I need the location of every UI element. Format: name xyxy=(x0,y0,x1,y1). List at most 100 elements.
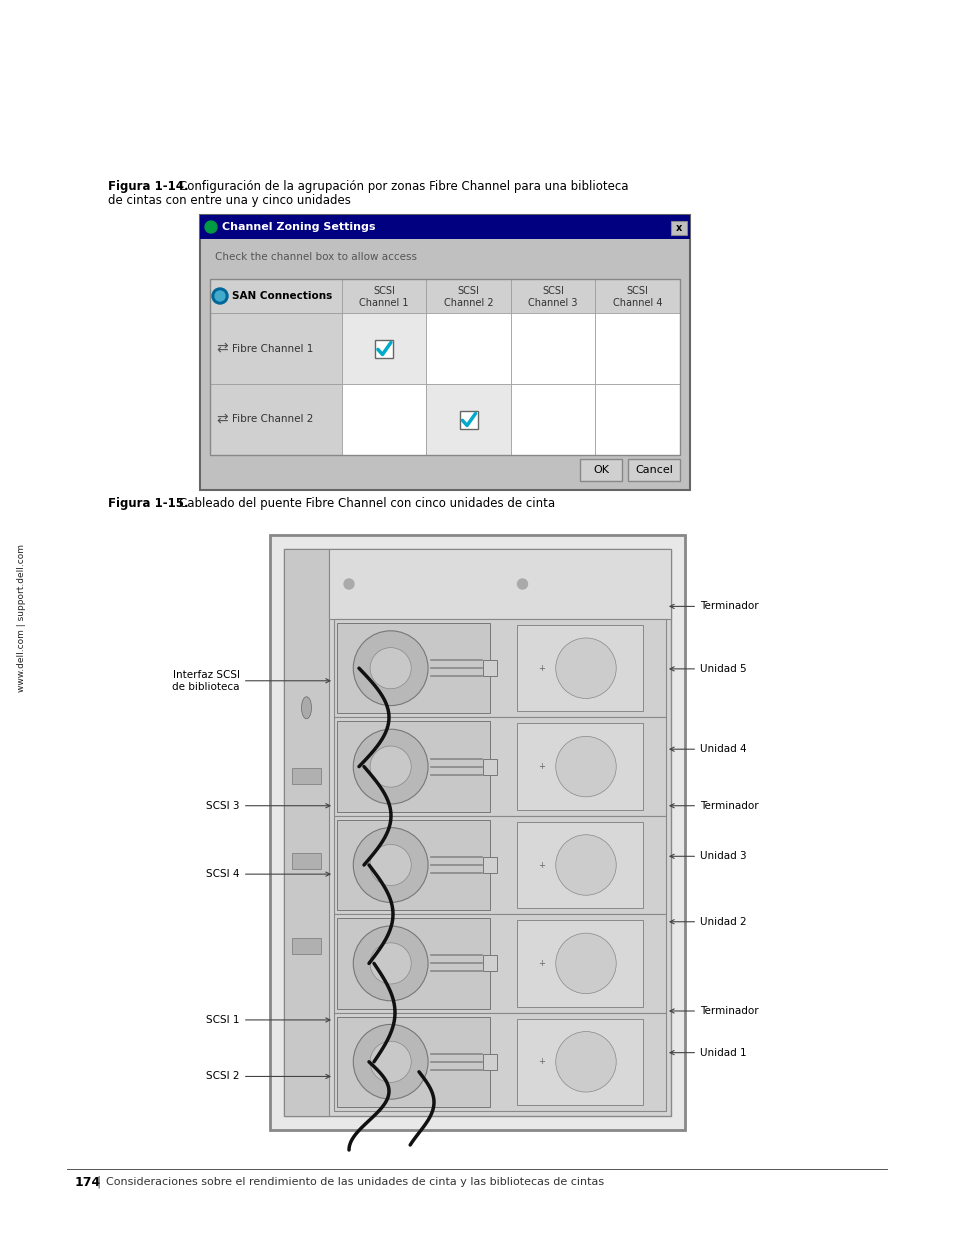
Text: Terminador: Terminador xyxy=(669,800,758,810)
Text: SCSI: SCSI xyxy=(373,287,395,296)
Bar xyxy=(334,718,665,816)
Bar xyxy=(375,340,393,357)
Bar xyxy=(336,918,490,1009)
Text: +: + xyxy=(537,958,545,968)
Bar xyxy=(517,1019,642,1105)
Bar xyxy=(341,384,426,454)
Bar xyxy=(510,279,595,312)
Text: Figura 1-14.: Figura 1-14. xyxy=(108,180,189,193)
Bar xyxy=(426,312,510,384)
Text: SCSI: SCSI xyxy=(626,287,648,296)
Text: +: + xyxy=(537,861,545,869)
Text: 174: 174 xyxy=(75,1176,101,1188)
Text: Channel Zoning Settings: Channel Zoning Settings xyxy=(222,222,375,232)
Circle shape xyxy=(556,638,616,699)
Text: Unidad 4: Unidad 4 xyxy=(669,745,746,755)
Text: Terminador: Terminador xyxy=(669,601,758,611)
Text: Interfaz SCSI
de biblioteca: Interfaz SCSI de biblioteca xyxy=(172,669,330,692)
Bar xyxy=(210,279,679,312)
Bar xyxy=(334,914,665,1013)
Bar xyxy=(329,550,670,619)
Circle shape xyxy=(353,1024,428,1099)
Text: SCSI 4: SCSI 4 xyxy=(206,869,330,879)
Bar xyxy=(200,215,689,240)
Bar xyxy=(670,221,686,235)
Circle shape xyxy=(353,729,428,804)
Bar xyxy=(483,1053,497,1070)
Bar xyxy=(483,661,497,677)
Text: SCSI 3: SCSI 3 xyxy=(206,800,330,810)
Bar xyxy=(336,820,490,910)
Bar xyxy=(483,857,497,873)
Circle shape xyxy=(370,1041,411,1082)
Circle shape xyxy=(556,934,616,994)
Bar xyxy=(510,312,595,384)
Bar xyxy=(341,279,426,312)
Circle shape xyxy=(370,746,411,787)
Text: www.dell.com | support.dell.com: www.dell.com | support.dell.com xyxy=(17,543,27,692)
Bar xyxy=(517,821,642,908)
Circle shape xyxy=(353,631,428,705)
Text: Configuración de la agrupación por zonas Fibre Channel para una biblioteca: Configuración de la agrupación por zonas… xyxy=(164,180,628,193)
Text: Channel 3: Channel 3 xyxy=(528,298,578,308)
Text: OK: OK xyxy=(593,466,608,475)
Bar xyxy=(284,550,670,1116)
Text: de cintas con entre una y cinco unidades: de cintas con entre una y cinco unidades xyxy=(108,194,351,207)
Text: SCSI 2: SCSI 2 xyxy=(206,1072,330,1082)
Circle shape xyxy=(556,1031,616,1092)
Bar xyxy=(595,384,679,454)
Text: Fibre Channel 1: Fibre Channel 1 xyxy=(232,343,313,353)
Text: SAN Connections: SAN Connections xyxy=(232,291,332,301)
Text: Consideraciones sobre el rendimiento de las unidades de cinta y las bibliotecas : Consideraciones sobre el rendimiento de … xyxy=(106,1177,603,1187)
Bar xyxy=(426,279,510,312)
Bar xyxy=(595,312,679,384)
Text: +: + xyxy=(537,762,545,771)
Bar xyxy=(459,410,477,429)
Bar xyxy=(595,279,679,312)
Text: Terminador: Terminador xyxy=(669,1007,758,1016)
Circle shape xyxy=(556,835,616,895)
Text: SCSI: SCSI xyxy=(541,287,563,296)
Text: +: + xyxy=(537,1057,545,1066)
Bar xyxy=(334,816,665,914)
Text: x: x xyxy=(675,224,681,233)
Bar xyxy=(483,758,497,774)
Circle shape xyxy=(344,579,354,589)
Text: Check the channel box to allow access: Check the channel box to allow access xyxy=(214,252,416,262)
Bar xyxy=(510,384,595,454)
Bar xyxy=(270,535,684,1130)
Circle shape xyxy=(205,221,216,233)
Bar xyxy=(517,920,642,1007)
Text: SCSI 1: SCSI 1 xyxy=(206,1015,330,1025)
Bar xyxy=(284,550,329,1116)
Text: SCSI: SCSI xyxy=(457,287,479,296)
Bar xyxy=(336,1016,490,1107)
Circle shape xyxy=(370,647,411,689)
Bar xyxy=(210,279,341,312)
Bar xyxy=(210,312,341,384)
Text: Channel 1: Channel 1 xyxy=(358,298,408,308)
Bar xyxy=(334,1013,665,1112)
Text: Channel 2: Channel 2 xyxy=(443,298,493,308)
Bar xyxy=(334,619,665,718)
Text: ⇄: ⇄ xyxy=(216,342,228,356)
Bar xyxy=(426,384,510,454)
Circle shape xyxy=(370,845,411,885)
Text: +: + xyxy=(537,663,545,673)
Text: Figura 1-15.: Figura 1-15. xyxy=(108,496,189,510)
Circle shape xyxy=(214,291,225,301)
Text: Cableado del puente Fibre Channel con cinco unidades de cinta: Cableado del puente Fibre Channel con ci… xyxy=(164,496,555,510)
Bar xyxy=(517,625,642,711)
Bar xyxy=(483,956,497,972)
Text: |: | xyxy=(96,1176,100,1188)
Bar xyxy=(292,853,320,869)
Bar xyxy=(517,724,642,810)
Circle shape xyxy=(556,736,616,797)
Circle shape xyxy=(212,288,228,304)
Circle shape xyxy=(353,926,428,1000)
Bar xyxy=(292,768,320,784)
Bar xyxy=(292,937,320,953)
Text: Cancel: Cancel xyxy=(635,466,672,475)
Bar xyxy=(336,622,490,714)
Bar xyxy=(336,721,490,811)
